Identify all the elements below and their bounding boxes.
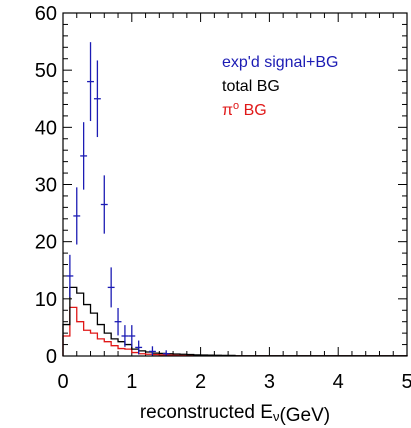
- legend-total-bg: total BG: [222, 78, 280, 95]
- x-axis-title: reconstructed Eν(GeV): [140, 402, 330, 426]
- signal-point: [80, 122, 88, 190]
- signal-point: [107, 267, 115, 308]
- x-axis-title-subscript: ν: [273, 409, 280, 424]
- signal-point: [66, 254, 74, 298]
- signal-point: [87, 42, 94, 122]
- pi0-bg-histogram: [62, 306, 408, 357]
- signal-point: [93, 60, 101, 138]
- x-tick-label: 4: [333, 371, 344, 393]
- x-axis-title-main: reconstructed E: [140, 402, 273, 423]
- signal-point: [162, 350, 170, 356]
- plot-frame: [62, 12, 408, 357]
- x-tick-labels: 0 1 2 3 4 5: [57, 371, 411, 393]
- x-tick-label: 0: [57, 371, 68, 393]
- y-tick-labels: 0 10 20 30 40 50 60: [35, 3, 57, 368]
- signal-point: [128, 325, 136, 347]
- x-tick-label: 5: [401, 371, 411, 393]
- signal-point: [135, 340, 143, 355]
- signal-point: [121, 325, 129, 347]
- y-tick-label: 30: [35, 175, 57, 197]
- x-tick-label: 2: [195, 371, 206, 393]
- legend-signal-bg-text: exp'd signal+BG: [222, 54, 338, 71]
- signal-point: [100, 175, 108, 234]
- y-tick-label: 50: [35, 60, 57, 82]
- x-tick-label: 3: [264, 371, 275, 393]
- legend-signal-bg: exp'd signal+BG: [222, 54, 338, 71]
- legend-pi0-bg-suffix: BG: [239, 102, 267, 119]
- y-tick-label: 10: [35, 289, 57, 311]
- y-tick-label: 40: [35, 117, 57, 139]
- signal-point: [149, 346, 156, 356]
- legend-pi0-bg-superscript: o: [233, 100, 239, 112]
- y-tick-label: 60: [35, 3, 57, 25]
- x-axis-title-unit: (GeV): [279, 405, 330, 426]
- y-tick-label: 20: [35, 232, 57, 254]
- legend-pi0-bg-text: π: [222, 102, 233, 119]
- y-tick-label: 0: [46, 346, 57, 368]
- legend-pi0-bg: πo BG: [222, 100, 267, 119]
- signal-point: [73, 187, 81, 245]
- legend-total-bg-text: total BG: [222, 78, 280, 95]
- x-tick-label: 1: [126, 371, 137, 393]
- series-layer: [62, 42, 408, 357]
- signal-point: [114, 307, 122, 336]
- legend: exp'd signal+BG total BG πo BG: [222, 54, 338, 119]
